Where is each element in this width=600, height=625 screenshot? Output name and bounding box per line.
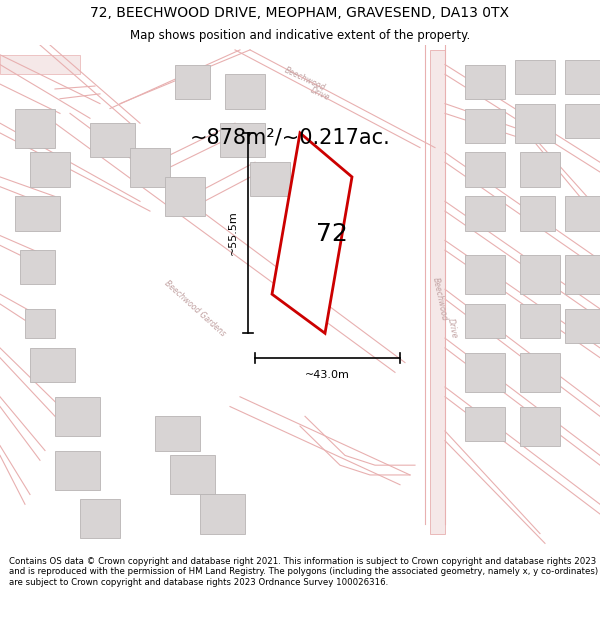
Polygon shape [20,250,55,284]
Polygon shape [565,309,600,343]
Polygon shape [250,162,290,196]
Polygon shape [520,304,560,338]
Polygon shape [90,123,135,158]
Polygon shape [515,59,555,94]
Polygon shape [465,352,505,392]
Polygon shape [465,109,505,142]
Polygon shape [430,50,445,534]
Polygon shape [565,104,600,138]
Polygon shape [465,406,505,441]
Polygon shape [272,133,352,333]
Polygon shape [520,352,560,392]
Polygon shape [465,304,505,338]
Polygon shape [515,104,555,142]
Polygon shape [465,196,505,231]
Text: Drive: Drive [445,318,458,339]
Polygon shape [225,74,265,109]
Polygon shape [80,499,120,539]
Polygon shape [520,406,560,446]
Polygon shape [55,451,100,489]
Text: ~43.0m: ~43.0m [305,370,350,380]
Polygon shape [565,255,600,294]
Polygon shape [165,177,205,216]
Polygon shape [55,397,100,436]
Polygon shape [465,64,505,99]
Text: ~55.5m: ~55.5m [228,211,238,256]
Text: ~878m²/~0.217ac.: ~878m²/~0.217ac. [190,128,391,148]
Polygon shape [30,348,75,382]
Polygon shape [175,64,210,99]
Text: Map shows position and indicative extent of the property.: Map shows position and indicative extent… [130,29,470,42]
Polygon shape [15,109,55,148]
Polygon shape [170,456,215,494]
Polygon shape [130,148,170,187]
Polygon shape [0,55,80,74]
Text: Beechwood: Beechwood [283,66,327,92]
Text: Contains OS data © Crown copyright and database right 2021. This information is : Contains OS data © Crown copyright and d… [9,557,598,586]
Text: 72, BEECHWOOD DRIVE, MEOPHAM, GRAVESEND, DA13 0TX: 72, BEECHWOOD DRIVE, MEOPHAM, GRAVESEND,… [91,6,509,19]
Polygon shape [200,494,245,534]
Polygon shape [565,59,600,94]
Text: Drive: Drive [309,86,331,102]
Polygon shape [465,255,505,294]
Polygon shape [15,196,60,231]
Polygon shape [30,152,70,187]
Polygon shape [520,152,560,187]
Polygon shape [465,152,505,187]
Polygon shape [520,255,560,294]
Polygon shape [25,309,55,338]
Polygon shape [220,123,265,158]
Text: Beechwood Gardens: Beechwood Gardens [163,279,227,339]
Polygon shape [155,416,200,451]
Polygon shape [565,196,600,231]
Polygon shape [520,196,555,231]
Text: 72: 72 [316,222,348,246]
Text: Beechwood: Beechwood [431,276,449,322]
